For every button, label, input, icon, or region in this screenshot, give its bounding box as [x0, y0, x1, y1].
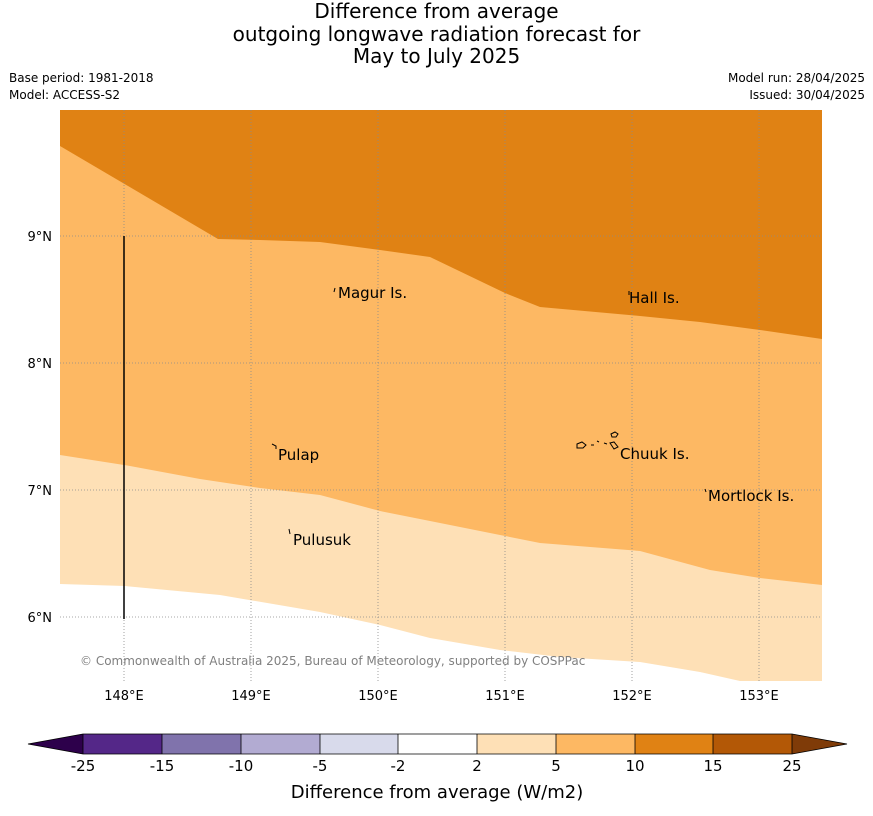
model-text: Model: ACCESS-S2 [9, 88, 121, 102]
colorbar-swatch-9 [713, 734, 792, 754]
magur-island-shape [333, 287, 336, 293]
title-line-3: May to July 2025 [352, 44, 521, 68]
issued-text: Issued: 30/04/2025 [749, 88, 865, 102]
lat-label-7n: 7°N [28, 484, 53, 499]
place-pulusuk: Pulusuk [293, 531, 351, 549]
colorbar-tick-label: 2 [472, 757, 482, 775]
title-line-1: Difference from average [314, 0, 559, 23]
colorbar-tick-label: 25 [782, 757, 801, 775]
latitude-labels: 9°N 8°N 7°N 6°N [28, 230, 53, 626]
lat-label-8n: 8°N [28, 357, 53, 372]
lon-label-148: 148°E [104, 689, 144, 704]
colorbar-swatch-3 [241, 734, 320, 754]
colorbar-tick-label: 15 [703, 757, 722, 775]
colorbar-tick-label: 5 [551, 757, 561, 775]
meta-right: Model run: 28/04/2025 Issued: 30/04/2025 [728, 70, 865, 104]
colorbar-tick-label: -2 [391, 757, 406, 775]
lon-label-149: 149°E [231, 689, 271, 704]
lat-label-9n: 9°N [28, 230, 53, 245]
colorbar-extend-high [792, 734, 847, 754]
colorbar: -25 -15 -10 -5 -2 2 5 10 15 25 Differenc… [27, 733, 848, 803]
colorbar-tick-label: 10 [625, 757, 644, 775]
pulap-island-shape [271, 443, 277, 449]
colorbar-tick-label: -5 [313, 757, 328, 775]
colorbar-tick-label: -10 [229, 757, 254, 775]
pulusuk-island-shape [288, 528, 291, 535]
chuuk-islands-shape [576, 431, 619, 450]
title-line-2: outgoing longwave radiation forecast for [232, 21, 641, 46]
colorbar-swatch-2 [162, 734, 241, 754]
colorbar-swatch-7 [556, 734, 635, 754]
longitude-labels: 148°E 149°E 150°E 151°E 152°E 153°E [104, 689, 779, 704]
colorbar-swatch-6 [477, 734, 556, 754]
place-mortlock: Mortlock Is. [708, 487, 794, 505]
meta-left: Base period: 1981-2018 Model: ACCESS-S2 [9, 70, 154, 104]
colorbar-title: Difference from average (W/m2) [291, 782, 583, 803]
colorbar-tick-label: -25 [71, 757, 96, 775]
colorbar-swatch-1 [83, 734, 162, 754]
colorbar-tick-label: -15 [150, 757, 175, 775]
model-run-text: Model run: 28/04/2025 [727, 71, 865, 85]
map-area: Magur Is. Hall Is. Pulap Chuuk Is. Mortl… [60, 110, 822, 681]
colorbar-ticks: -25 -15 -10 -5 -2 2 5 10 15 25 [71, 757, 802, 775]
copyright-note: © Commonwealth of Australia 2025, Bureau… [80, 654, 585, 668]
place-labels: Magur Is. Hall Is. Pulap Chuuk Is. Mortl… [278, 284, 794, 549]
colorbar-dividers [82, 734, 793, 754]
base-period-text: Base period: 1981-2018 [9, 71, 154, 85]
map-title: Difference from average outgoing longwav… [0, 0, 873, 68]
colorbar-swatch-8 [635, 734, 713, 754]
lat-label-6n: 6°N [28, 611, 53, 626]
place-pulap: Pulap [278, 446, 319, 464]
coastlines [271, 287, 707, 535]
place-chuuk: Chuuk Is. [620, 445, 689, 463]
place-magur: Magur Is. [338, 284, 407, 302]
colorbar-swatch-5 [398, 734, 477, 754]
colorbar-extend-low [28, 734, 83, 754]
lon-label-151: 151°E [485, 689, 525, 704]
neutral-band-south [60, 584, 740, 681]
colorbar-swatch-4 [320, 734, 398, 754]
lon-label-153: 153°E [739, 689, 779, 704]
mortlock-island-shape [704, 488, 707, 493]
lon-label-152: 152°E [612, 689, 652, 704]
lon-label-150: 150°E [358, 689, 398, 704]
place-hall: Hall Is. [629, 289, 680, 307]
